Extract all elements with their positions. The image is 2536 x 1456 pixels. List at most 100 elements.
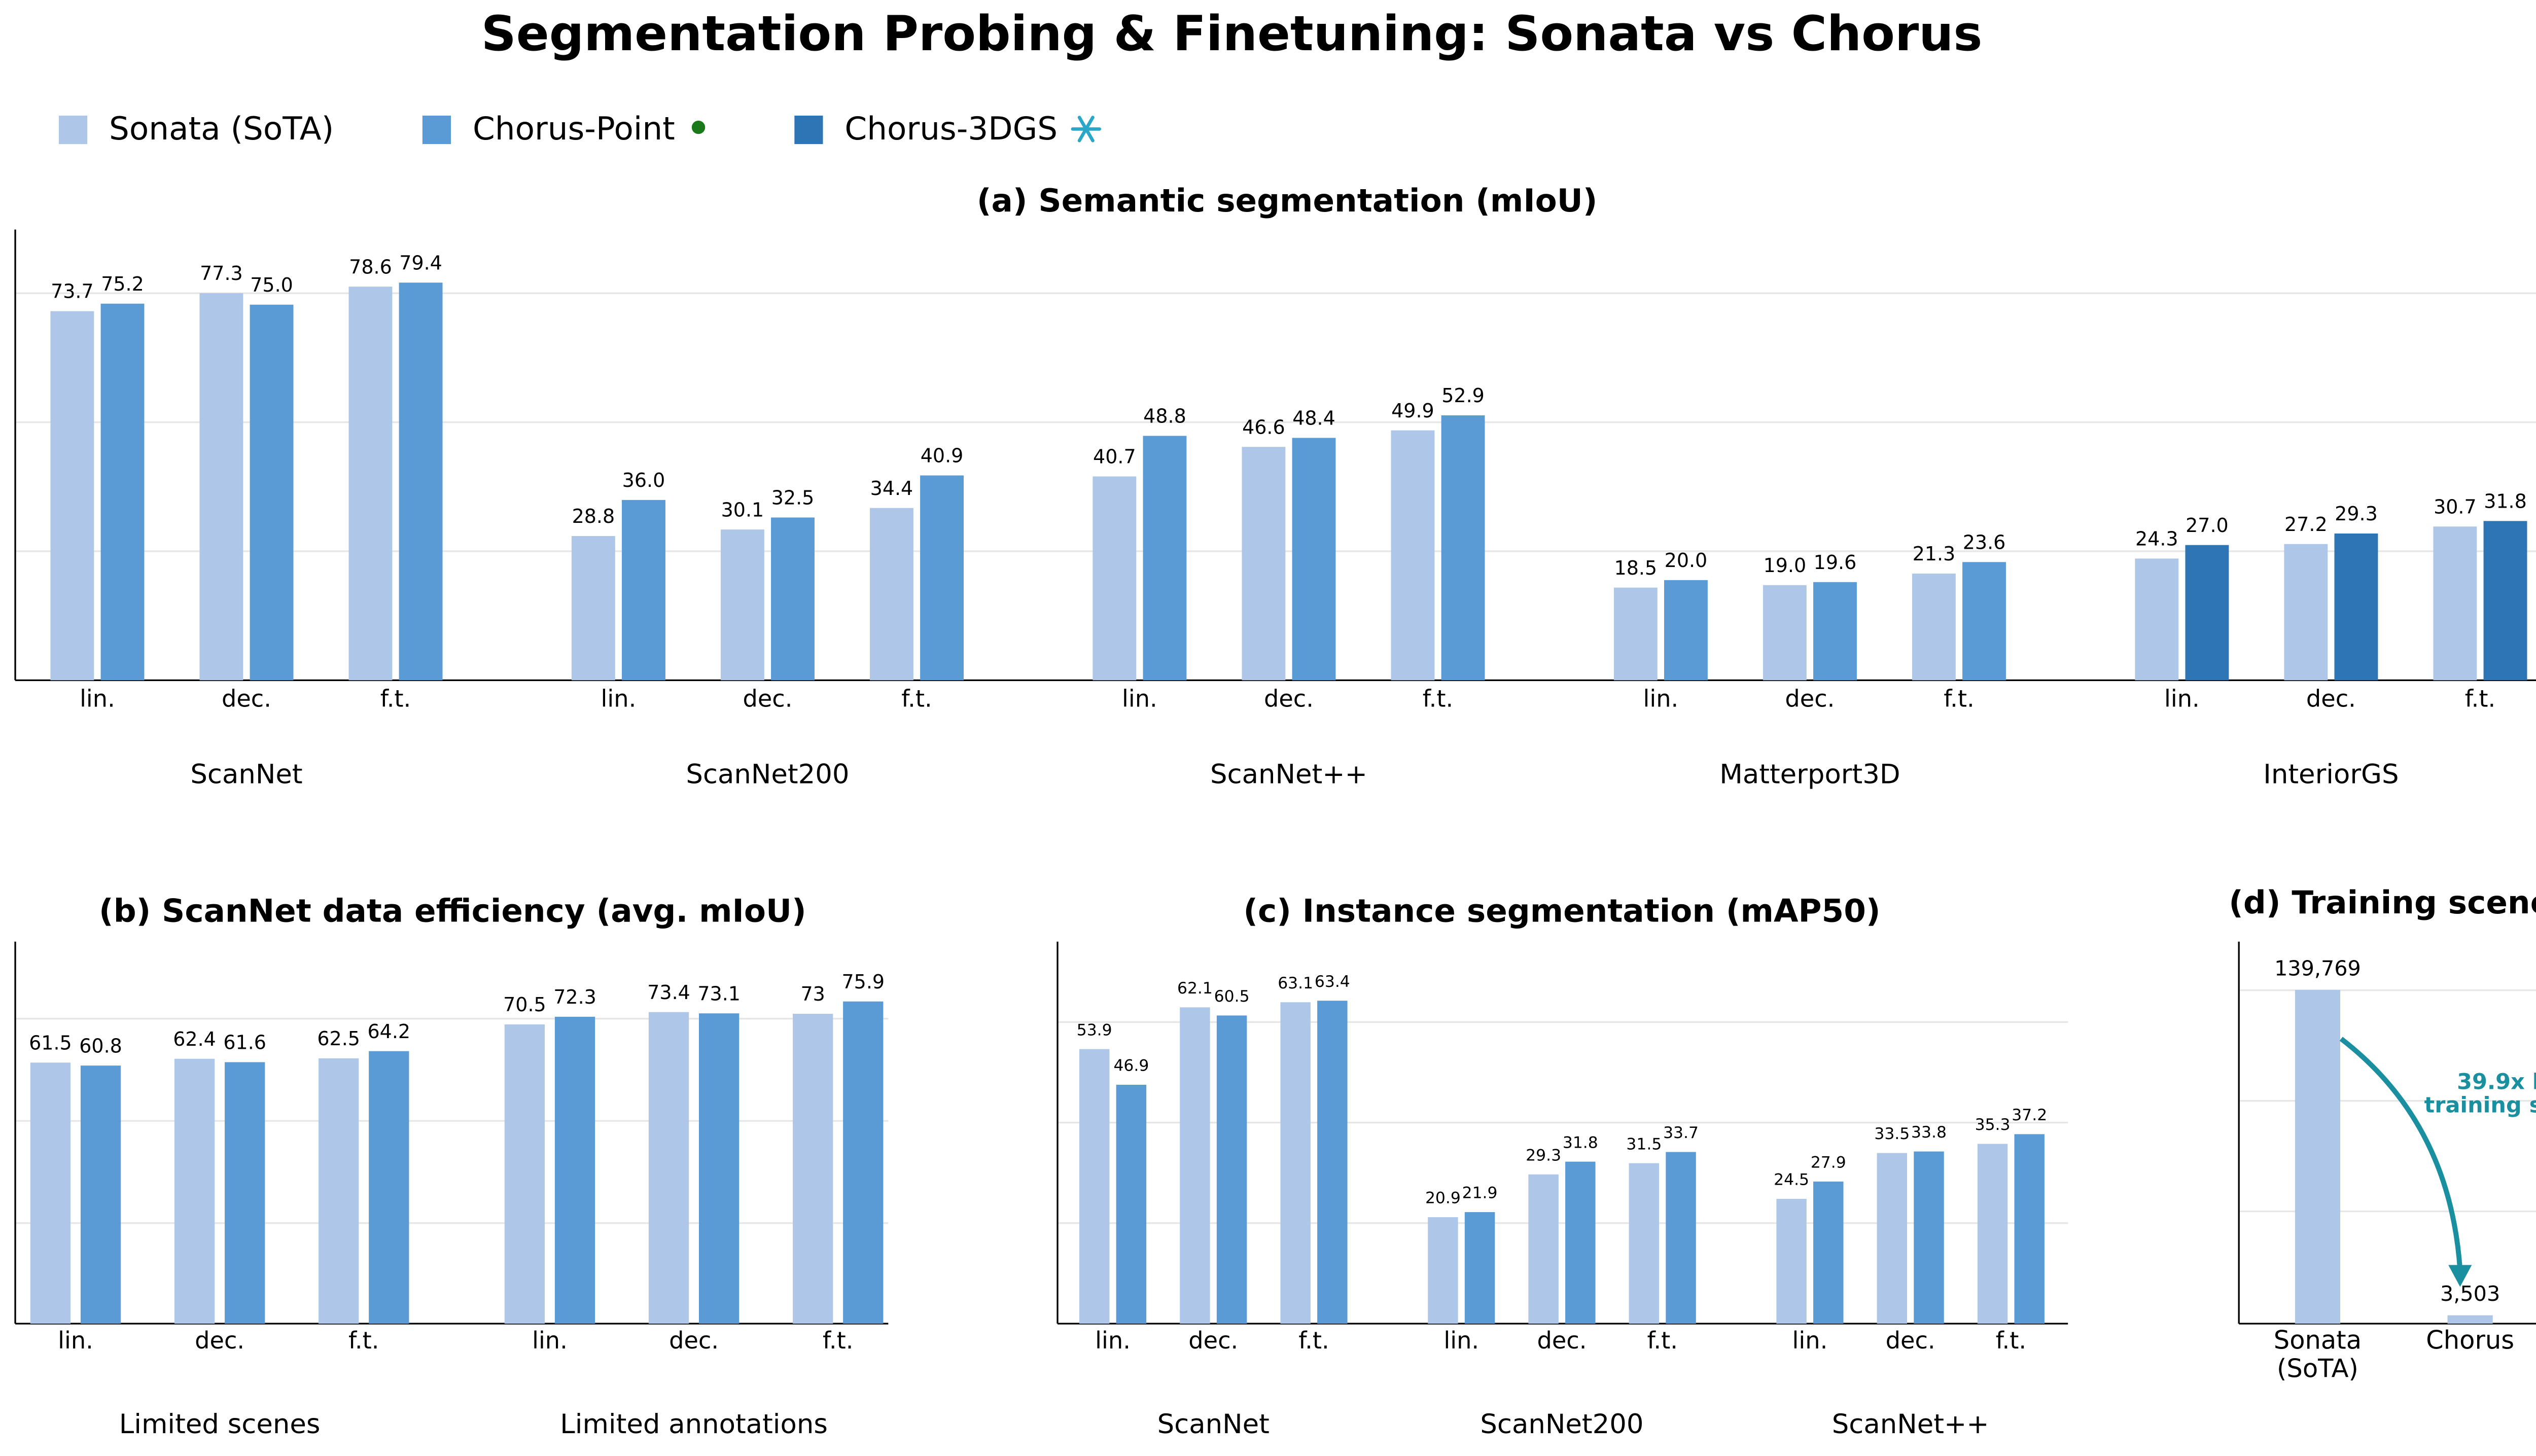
group-label: ScanNet <box>1157 1409 1270 1440</box>
x-tick-label-box: Sonata (SoTA) <box>2274 1327 2362 1382</box>
value-label: 27.0 <box>2186 514 2229 537</box>
bar <box>571 536 615 681</box>
bar <box>1528 1174 1559 1324</box>
bar <box>1629 1163 1660 1324</box>
bar <box>1763 585 1807 681</box>
bar <box>2135 558 2179 681</box>
group-label: InteriorGS <box>2263 759 2399 790</box>
value-label: 34.4 <box>870 477 913 500</box>
bar <box>1813 582 1857 681</box>
bar <box>843 1001 884 1324</box>
bar <box>30 1062 71 1324</box>
x-tick-label: lin. <box>1122 685 1157 712</box>
bar <box>504 1024 545 1324</box>
x-tick-label: f.t. <box>1647 1327 1677 1354</box>
group-label: ScanNet200 <box>1480 1409 1643 1440</box>
bar <box>199 293 243 681</box>
value-label: 75.9 <box>841 971 885 993</box>
value-label: 40.7 <box>1093 446 1136 468</box>
bar <box>1962 562 2006 681</box>
value-label: 29.3 <box>1526 1146 1561 1164</box>
annotation-box: 39.9x less training scenes <box>2424 1072 2536 1119</box>
bar <box>920 475 964 681</box>
bar <box>2284 544 2328 681</box>
value-label: 77.3 <box>200 262 243 285</box>
value-label: 19.6 <box>1814 551 1857 574</box>
value-label: 19.0 <box>1764 554 1807 577</box>
value-label: 40.9 <box>921 445 964 467</box>
legend-icon <box>691 120 706 134</box>
x-tick-label: f.t. <box>1996 1327 2026 1354</box>
x-tick-label: f.t. <box>380 685 411 712</box>
bar <box>1565 1161 1596 1324</box>
panel-title: (d) Training scenes <box>2229 884 2536 921</box>
x-tick-label: dec. <box>222 685 271 712</box>
value-label: 46.6 <box>1242 416 1285 438</box>
bar <box>2014 1134 2045 1324</box>
bar <box>80 1066 121 1324</box>
x-tick-label: lin. <box>532 1327 568 1354</box>
value-label: 30.1 <box>721 499 764 521</box>
x-tick-label: lin. <box>1443 1327 1479 1354</box>
bar <box>1079 1049 1110 1324</box>
bar <box>1093 476 1137 681</box>
value-label: 73.7 <box>51 280 94 303</box>
x-tick-label: lin. <box>1095 1327 1131 1354</box>
bar <box>1464 1212 1495 1324</box>
x-tick-label-box: Chorus <box>2426 1327 2515 1356</box>
value-label: 21.9 <box>1462 1184 1498 1202</box>
group-label: Matterport3D <box>1719 759 1900 790</box>
bar <box>1216 1015 1247 1324</box>
value-label: 60.8 <box>79 1035 122 1057</box>
value-label: 30.7 <box>2434 495 2477 518</box>
value-label: 23.6 <box>1963 531 2006 553</box>
x-tick-label: dec. <box>2306 685 2356 712</box>
value-label: 33.8 <box>1911 1123 1947 1142</box>
value-label: 20.9 <box>1425 1189 1461 1208</box>
value-label: 18.5 <box>1614 557 1658 579</box>
bar <box>369 1051 409 1324</box>
bar <box>1317 1001 1348 1324</box>
bar <box>1143 436 1187 681</box>
value-label: 75.0 <box>250 274 293 296</box>
value-label: 28.8 <box>572 505 615 527</box>
bar <box>1912 574 1956 681</box>
bar <box>1441 415 1485 681</box>
bar <box>100 303 145 681</box>
bar <box>174 1058 215 1324</box>
x-tick-label: lin. <box>601 685 637 712</box>
legend-swatch <box>422 115 451 145</box>
value-label: 24.3 <box>2135 528 2178 550</box>
value-label: 3,503 <box>2440 1282 2500 1306</box>
bar <box>720 529 764 681</box>
bar <box>1977 1144 2008 1324</box>
legend-icon <box>1071 116 1102 143</box>
bar <box>699 1013 739 1324</box>
bar <box>1813 1181 1844 1324</box>
legend-swatch <box>794 115 823 145</box>
value-label: 63.1 <box>1278 974 1313 992</box>
bar <box>1664 580 1708 681</box>
value-label: 32.5 <box>771 487 815 509</box>
bar <box>225 1062 265 1324</box>
group-label: Limited scenes <box>119 1409 321 1440</box>
annotation-arrow <box>2339 1037 2463 1270</box>
bar <box>2483 521 2527 681</box>
bar <box>2295 989 2341 1324</box>
value-label: 49.9 <box>1391 400 1434 422</box>
value-label: 20.0 <box>1665 549 1708 572</box>
bar <box>1428 1217 1458 1324</box>
x-tick-label: Chorus <box>2426 1327 2515 1356</box>
x-tick-label: dec. <box>195 1327 244 1354</box>
bar <box>793 1014 833 1324</box>
bar <box>1180 1007 1210 1324</box>
value-label: 62.1 <box>1177 979 1213 998</box>
bar <box>771 517 815 681</box>
bar <box>1776 1198 1807 1324</box>
value-label: 37.2 <box>2012 1106 2047 1124</box>
bar <box>648 1012 689 1324</box>
x-tick-label: f.t. <box>823 1327 853 1354</box>
x-tick-label: f.t. <box>348 1327 379 1354</box>
x-tick-label: f.t. <box>2465 685 2495 712</box>
